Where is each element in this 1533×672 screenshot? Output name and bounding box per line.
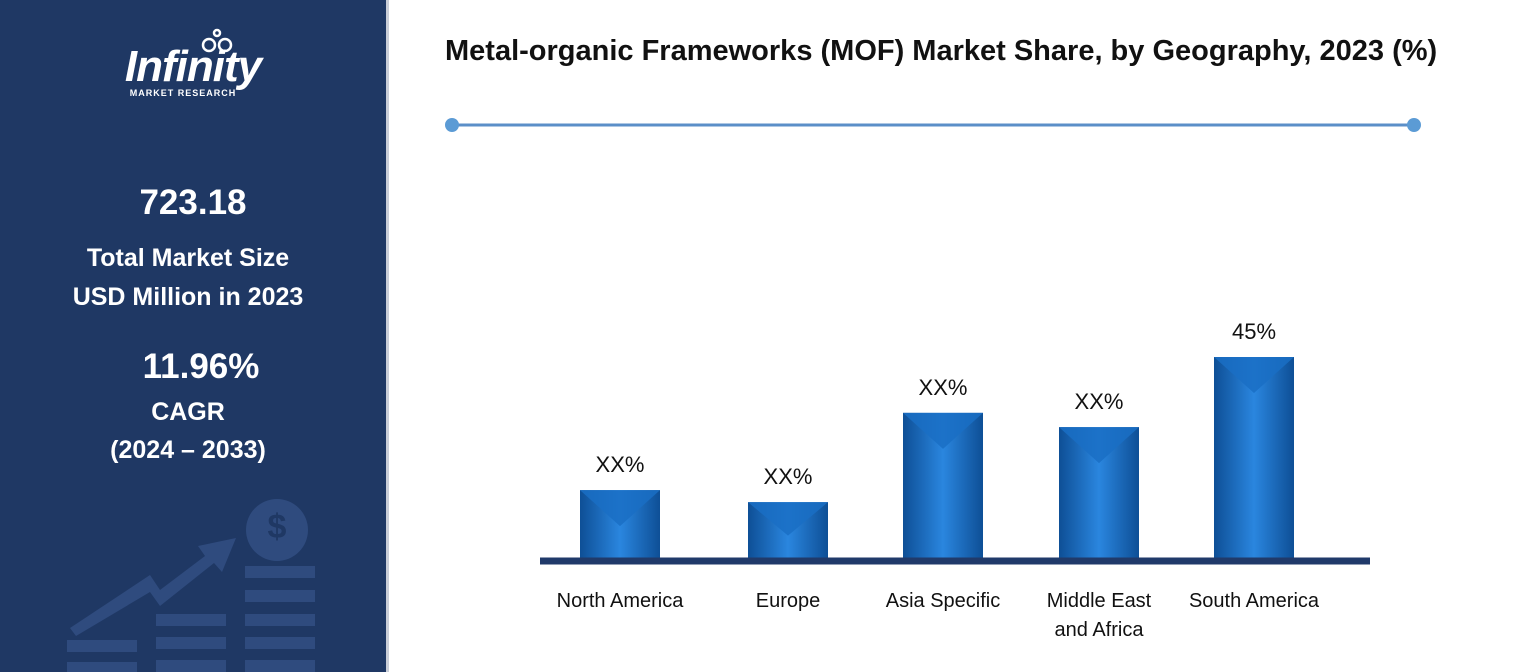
value-label: XX% [596, 452, 645, 477]
logo: Infinity [124, 42, 262, 91]
dollar-sign: $ [268, 508, 287, 546]
rule-dot [445, 118, 459, 132]
rule-dot [1407, 118, 1421, 132]
value-label: XX% [919, 375, 968, 400]
bar-bevel [580, 490, 660, 527]
cagr: 11.96% [142, 347, 260, 386]
bar-bevel [1214, 357, 1294, 393]
market-size-label: USD Million in 2023 [72, 283, 304, 311]
chart-title: Metal-organic Frameworks (MOF) Market Sh… [445, 35, 1438, 67]
value-label: 45% [1232, 319, 1276, 344]
market-size: 723.18 [139, 183, 247, 222]
sidebar-art: $ [67, 28, 315, 672]
category-label: Middle East and Africa [1046, 590, 1152, 641]
category-label: South America [1188, 590, 1320, 612]
bar-bevel [748, 502, 828, 536]
bar-bevel [903, 412, 983, 449]
bar-bevel [1059, 427, 1139, 464]
value-label: XX% [764, 464, 813, 489]
cagr-period: (2024 – 2033) [110, 436, 266, 464]
sidebar: $ Infinity MARKET RESEARCH 723.18 Total … [0, 0, 389, 672]
market-size-label: Total Market Size [86, 244, 290, 272]
category-label: North America [556, 590, 684, 612]
cagr-label: CAGR [151, 398, 225, 426]
category-label: Europe [755, 590, 821, 612]
category-label: Asia Specific [885, 590, 1001, 612]
logo-sub: MARKET RESEARCH [129, 88, 237, 98]
value-label: XX% [1075, 389, 1124, 414]
logo-mark [201, 28, 233, 53]
growth-icon [67, 499, 315, 672]
